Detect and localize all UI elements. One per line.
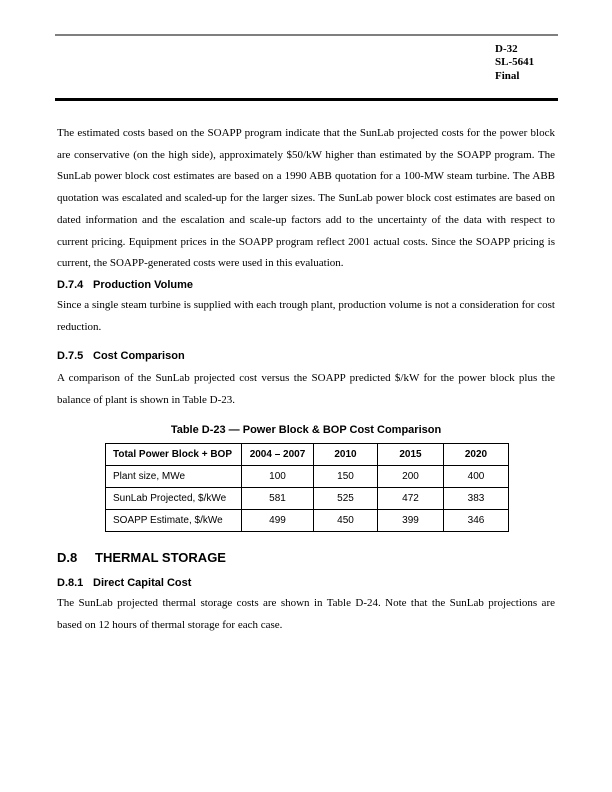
section-title: Direct Capital Cost: [93, 577, 192, 589]
header-top-rule: [55, 34, 558, 36]
section-title: Production Volume: [93, 279, 194, 291]
table-cell: 450: [313, 509, 378, 532]
table-cell: 399: [377, 509, 444, 532]
table-cell: 100: [241, 465, 314, 488]
section-title: Cost Comparison: [93, 350, 185, 362]
section-heading-d8: D.8 THERMAL STORAGE: [57, 550, 555, 566]
header-bottom-rule: [55, 98, 558, 101]
table-caption: Table D-23 — Power Block & BOP Cost Comp…: [170, 424, 442, 436]
section-heading-d81: D.8.1 Direct Capital Cost: [57, 576, 555, 590]
column-header: 2020: [443, 443, 509, 466]
table-cell: 581: [241, 487, 314, 510]
section-number: D.7.5: [57, 350, 84, 362]
section-heading-d75: D.7.5 Cost Comparison: [57, 349, 555, 363]
table-cell: 150: [313, 465, 378, 488]
cost-comparison-table: Total Power Block + BOP 2004 – 2007 2010…: [105, 443, 509, 532]
table-cell: 383: [443, 487, 509, 510]
section-number: D.8.1: [57, 577, 84, 589]
section-number: D.8: [57, 550, 78, 565]
table-row: Plant size, MWe 100 150 200 400: [105, 465, 509, 488]
column-header: Total Power Block + BOP: [105, 443, 242, 466]
header-report-number: SL-5641: [495, 56, 535, 69]
section-d75-paragraph: A comparison of the SunLab projected cos…: [57, 372, 555, 406]
table-header-row: Total Power Block + BOP 2004 – 2007 2010…: [105, 443, 509, 466]
row-label: SunLab Projected, $/kWe: [105, 487, 242, 510]
row-label: Plant size, MWe: [105, 465, 242, 488]
row-label: SOAPP Estimate, $/kWe: [105, 509, 242, 532]
table-cell: 346: [443, 509, 509, 532]
table-row: SOAPP Estimate, $/kWe 499 450 399 346: [105, 509, 509, 532]
table-cell: 200: [377, 465, 444, 488]
column-header: 2010: [313, 443, 378, 466]
table-cell: 400: [443, 465, 509, 488]
section-d74-paragraph: Since a single steam turbine is supplied…: [57, 299, 555, 333]
section-number: D.7.4: [57, 279, 84, 291]
table-cell: 499: [241, 509, 314, 532]
column-header: 2015: [377, 443, 444, 466]
section-d81-paragraph: The SunLab projected thermal storage cos…: [57, 597, 555, 631]
page-header: D-32 SL-5641 Final: [495, 43, 534, 83]
header-status: Final: [495, 69, 520, 82]
header-page-number: D-32: [495, 43, 518, 55]
table-row: SunLab Projected, $/kWe 581 525 472 383: [105, 487, 509, 510]
intro-paragraph: The estimated costs based on the SOAPP p…: [57, 127, 555, 270]
table-cell: 472: [377, 487, 444, 510]
section-title: THERMAL STORAGE: [95, 550, 226, 565]
section-heading-d74: D.7.4 Production Volume: [57, 278, 555, 292]
column-header: 2004 – 2007: [241, 443, 314, 466]
table-cell: 525: [313, 487, 378, 510]
